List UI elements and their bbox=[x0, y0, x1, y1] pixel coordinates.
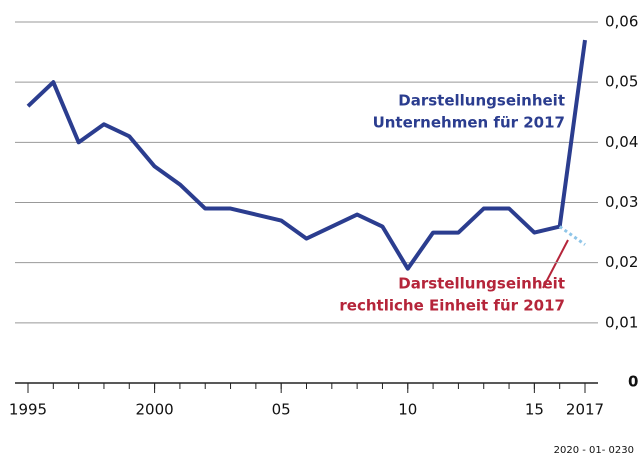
annotation: rechtliche Einheit für 2017 bbox=[339, 297, 565, 315]
y-tick-label: 0,05 bbox=[605, 73, 638, 91]
annotation: Darstellungseinheit bbox=[398, 92, 565, 110]
x-tick-label: 05 bbox=[272, 401, 291, 419]
x-tick-label: 1995 bbox=[9, 401, 47, 419]
x-tick-label: 10 bbox=[398, 401, 417, 419]
y-tick-label: 0,03 bbox=[605, 193, 638, 211]
y-tick-label: 0,02 bbox=[605, 253, 638, 271]
annotation: Unternehmen für 2017 bbox=[373, 114, 565, 132]
x-tick-label: 15 bbox=[525, 401, 544, 419]
leader-line bbox=[542, 239, 569, 289]
y-tick-label: 0,06 bbox=[605, 13, 638, 31]
series-line bbox=[26, 39, 587, 271]
series-line bbox=[558, 225, 586, 246]
y-tick-label: 0 bbox=[628, 373, 638, 391]
x-tick-label: 2000 bbox=[135, 401, 173, 419]
y-tick-label: 0,04 bbox=[605, 133, 638, 151]
x-tick-label: 2017 bbox=[566, 401, 604, 419]
y-tick-label: 0,01 bbox=[605, 313, 638, 331]
annotation: Darstellungseinheit bbox=[398, 275, 565, 293]
source: 2020 - 01- 0230 bbox=[554, 445, 634, 456]
